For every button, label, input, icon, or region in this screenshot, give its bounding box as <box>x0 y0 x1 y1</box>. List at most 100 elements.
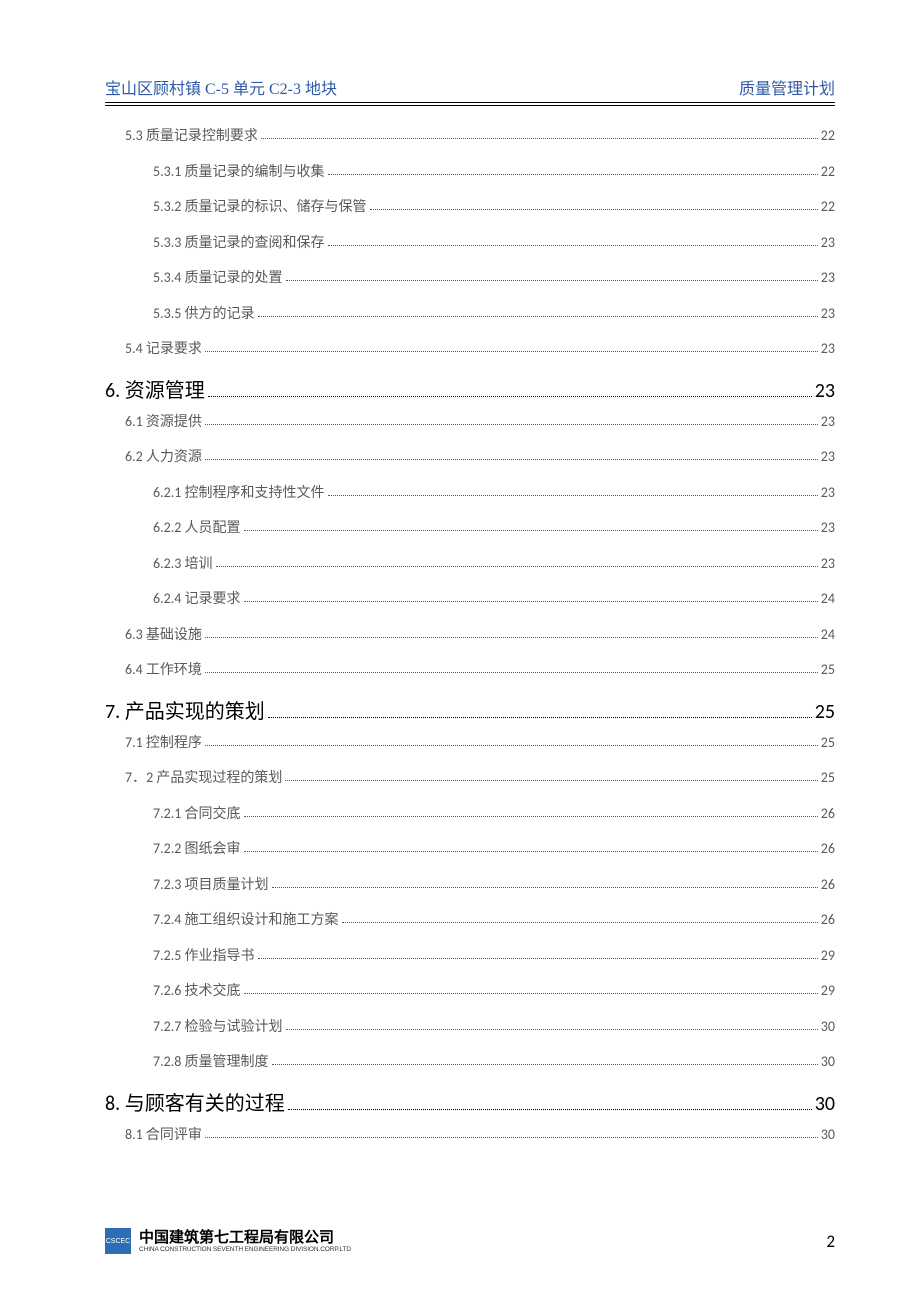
toc-page-number: 23 <box>821 269 835 286</box>
toc-label: 6.2.1 控制程序和支持性文件 <box>153 482 325 502</box>
toc-leader-dots <box>244 993 818 994</box>
page-number: 2 <box>826 1231 835 1252</box>
toc-label: 5.3.5 供方的记录 <box>153 303 255 323</box>
toc-title: 基础设施 <box>146 628 202 643</box>
toc-number: 7.2.4 <box>153 911 185 928</box>
toc-title: 记录要求 <box>185 592 241 607</box>
toc-title: 控制程序 <box>146 736 202 751</box>
footer-text-block: 中国建筑第七工程局有限公司 CHINA CONSTRUCTION SEVENTH… <box>139 1229 351 1254</box>
toc-entry: 7.2.2 图纸会审 26 <box>105 838 835 858</box>
toc-number: 7.2.2 <box>153 840 185 857</box>
toc-number: 6.3 <box>125 626 146 643</box>
toc-leader-dots <box>258 316 818 317</box>
toc-number: 5.3.1 <box>153 163 185 180</box>
toc-leader-dots <box>244 530 818 531</box>
toc-leader-dots <box>244 816 818 817</box>
toc-entry: 6.1 资源提供 23 <box>105 411 835 431</box>
toc-entry: 8.1 合同评审 30 <box>105 1124 835 1144</box>
toc-title: 检验与试验计划 <box>185 1020 283 1035</box>
toc-label: 6.3 基础设施 <box>125 624 202 644</box>
toc-label: 5.4 记录要求 <box>125 338 202 358</box>
toc-number: 5.3.5 <box>153 305 185 322</box>
toc-number: 7．2 <box>125 769 156 786</box>
toc-label: 5.3.2 质量记录的标识、储存与保管 <box>153 196 367 216</box>
toc-label: 5.3 质量记录控制要求 <box>125 125 258 145</box>
toc-number: 5.4 <box>125 340 146 357</box>
toc-entry: 7. 产品实现的策划 25 <box>105 695 835 724</box>
toc-page-number: 23 <box>821 340 835 357</box>
toc-page-number: 29 <box>821 982 835 999</box>
toc-leader-dots <box>328 495 818 496</box>
toc-leader-dots <box>342 922 818 923</box>
toc-label: 6.1 资源提供 <box>125 411 202 431</box>
toc-page-number: 23 <box>821 448 835 465</box>
toc-page-number: 24 <box>821 590 835 607</box>
toc-number: 5.3.4 <box>153 269 185 286</box>
toc-leader-dots <box>272 1064 818 1065</box>
toc-leader-dots <box>205 672 818 673</box>
toc-leader-dots <box>328 245 818 246</box>
toc-title: 产品实现过程的策划 <box>156 771 282 786</box>
toc-entry: 7.2.4 施工组织设计和施工方案 26 <box>105 909 835 929</box>
toc-page-number: 26 <box>821 805 835 822</box>
toc-leader-dots <box>286 280 818 281</box>
toc-leader-dots <box>258 958 818 959</box>
toc-title: 作业指导书 <box>185 949 255 964</box>
toc-number: 5.3 <box>125 127 146 144</box>
toc-label: 7.1 控制程序 <box>125 732 202 752</box>
toc-entry: 5.3.2 质量记录的标识、储存与保管 22 <box>105 196 835 216</box>
toc-leader-dots <box>205 1137 818 1138</box>
toc-title: 与顾客有关的过程 <box>125 1093 285 1115</box>
toc-label: 7.2.5 作业指导书 <box>153 945 255 965</box>
toc-page-number: 22 <box>821 127 835 144</box>
toc-title: 资源提供 <box>146 415 202 430</box>
toc-page-number: 23 <box>821 519 835 536</box>
toc-number: 6.2 <box>125 448 146 465</box>
toc-title: 质量记录的处置 <box>185 271 283 286</box>
toc-page-number: 23 <box>821 413 835 430</box>
toc-label: 7．2 产品实现过程的策划 <box>125 767 282 787</box>
toc-entry: 6.2.2 人员配置 23 <box>105 517 835 537</box>
toc-leader-dots <box>272 887 818 888</box>
toc-number: 7.2.8 <box>153 1053 185 1070</box>
toc-number: 6. <box>105 379 125 403</box>
logo-text: CSCEC <box>106 1238 131 1245</box>
toc-entry: 7.1 控制程序 25 <box>105 732 835 752</box>
toc-title: 质量记录的编制与收集 <box>185 165 325 180</box>
toc-title: 施工组织设计和施工方案 <box>185 913 339 928</box>
toc-page-number: 23 <box>821 555 835 572</box>
toc-title: 资源管理 <box>125 380 205 402</box>
toc-label: 5.3.4 质量记录的处置 <box>153 267 283 287</box>
toc-page-number: 30 <box>821 1126 835 1143</box>
toc-page-number: 26 <box>821 840 835 857</box>
toc-entry: 6.4 工作环境 25 <box>105 659 835 679</box>
toc-page-number: 26 <box>821 911 835 928</box>
toc-page-number: 30 <box>821 1018 835 1035</box>
toc-title: 合同交底 <box>185 807 241 822</box>
table-of-contents: 5.3 质量记录控制要求 225.3.1 质量记录的编制与收集 225.3.2 … <box>105 125 835 1144</box>
page-footer: CSCEC 中国建筑第七工程局有限公司 CHINA CONSTRUCTION S… <box>105 1228 835 1254</box>
toc-number: 6.2.4 <box>153 590 185 607</box>
toc-label: 6.2.4 记录要求 <box>153 588 241 608</box>
toc-label: 8.1 合同评审 <box>125 1124 202 1144</box>
toc-page-number: 23 <box>821 234 835 251</box>
company-logo-icon: CSCEC <box>105 1228 131 1254</box>
toc-label: 5.3.1 质量记录的编制与收集 <box>153 161 325 181</box>
toc-entry: 6.2 人力资源 23 <box>105 446 835 466</box>
toc-entry: 5.3.5 供方的记录 23 <box>105 303 835 323</box>
toc-leader-dots <box>205 459 818 460</box>
toc-label: 7.2.2 图纸会审 <box>153 838 241 858</box>
toc-title: 人员配置 <box>185 521 241 536</box>
toc-leader-dots <box>268 717 812 718</box>
toc-label: 6.4 工作环境 <box>125 659 202 679</box>
toc-entry: 7.2.6 技术交底 29 <box>105 980 835 1000</box>
toc-page-number: 29 <box>821 947 835 964</box>
toc-number: 6.2.1 <box>153 484 185 501</box>
company-name-cn: 中国建筑第七工程局有限公司 <box>139 1229 351 1246</box>
toc-label: 7.2.3 项目质量计划 <box>153 874 269 894</box>
toc-number: 6.2.3 <box>153 555 185 572</box>
toc-number: 7.1 <box>125 734 146 751</box>
toc-page-number: 30 <box>815 1092 835 1116</box>
toc-title: 供方的记录 <box>185 307 255 322</box>
toc-title: 技术交底 <box>185 984 241 999</box>
